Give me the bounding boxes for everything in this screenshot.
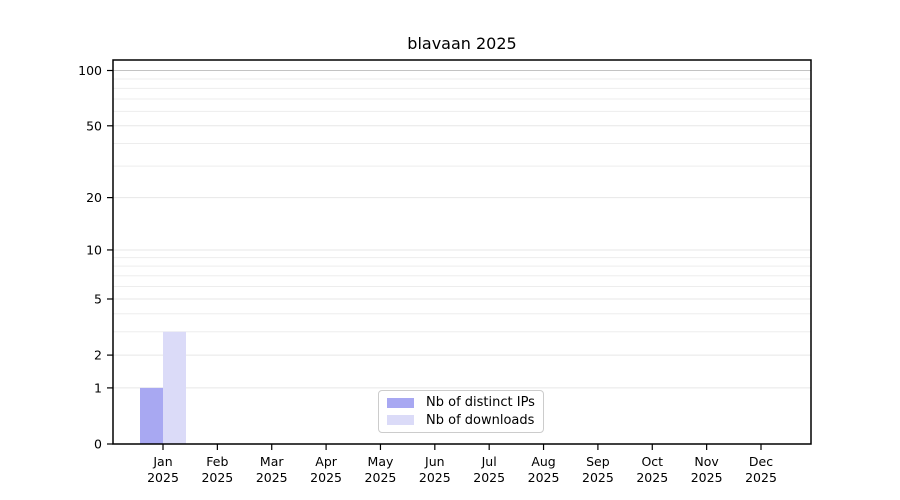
y-tick-label: 5	[94, 291, 102, 306]
x-tick-label-year: 2025	[365, 470, 397, 485]
x-tick-label-month: May	[368, 454, 394, 469]
x-tick-label-year: 2025	[528, 470, 560, 485]
chart-legend: Nb of distinct IPs Nb of downloads	[378, 390, 544, 433]
x-tick-label-month: Jun	[424, 454, 445, 469]
y-tick-label: 100	[78, 63, 102, 78]
legend-label-distinct-ips: Nb of distinct IPs	[426, 395, 535, 411]
legend-swatch-downloads	[387, 415, 414, 426]
x-tick-label-month: Sep	[586, 454, 610, 469]
x-tick-label-month: Dec	[749, 454, 773, 469]
x-tick-label-year: 2025	[147, 470, 179, 485]
x-tick-label-year: 2025	[201, 470, 233, 485]
x-tick-label-month: Nov	[694, 454, 719, 469]
x-tick-label-month: Jul	[481, 454, 497, 469]
bar-downloads	[163, 331, 186, 444]
x-tick-label-year: 2025	[310, 470, 342, 485]
x-tick-label-month: Aug	[531, 454, 555, 469]
chart-title: blavaan 2025	[407, 34, 517, 53]
x-tick-label-month: Oct	[641, 454, 663, 469]
x-tick-label-year: 2025	[419, 470, 451, 485]
x-tick-label-year: 2025	[256, 470, 288, 485]
bar-distinct-ips	[140, 387, 163, 444]
y-tick-label: 0	[94, 437, 102, 452]
y-tick-label: 50	[86, 118, 102, 133]
x-tick-label-month: Mar	[260, 454, 284, 469]
y-tick-label: 10	[86, 242, 102, 257]
x-tick-label-year: 2025	[691, 470, 723, 485]
legend-item-distinct-ips: Nb of distinct IPs	[379, 395, 543, 410]
x-tick-label-year: 2025	[636, 470, 668, 485]
y-tick-label: 20	[86, 190, 102, 205]
x-tick-label-year: 2025	[582, 470, 614, 485]
x-tick-label-year: 2025	[745, 470, 777, 485]
y-tick-label: 1	[94, 380, 102, 395]
y-tick-label: 2	[94, 348, 102, 363]
legend-label-downloads: Nb of downloads	[426, 412, 535, 428]
x-tick-label-month: Jan	[152, 454, 172, 469]
legend-item-downloads: Nb of downloads	[379, 413, 543, 428]
legend-swatch-distinct-ips	[387, 397, 414, 408]
x-tick-label-month: Feb	[206, 454, 228, 469]
x-tick-label-month: Apr	[315, 454, 337, 469]
x-tick-label-year: 2025	[473, 470, 505, 485]
plot-border	[112, 59, 812, 445]
